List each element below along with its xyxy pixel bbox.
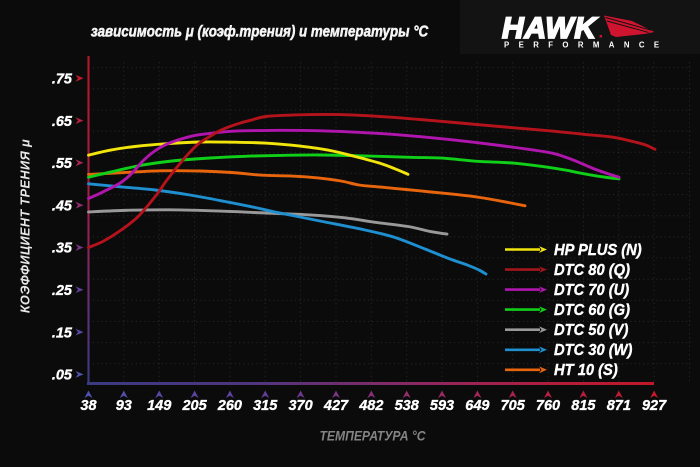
svg-text:.45: .45 — [52, 198, 73, 214]
svg-text:PERFORMANCE: PERFORMANCE — [504, 41, 668, 50]
svg-text:.25: .25 — [52, 283, 73, 299]
svg-text:.55: .55 — [52, 156, 73, 172]
svg-text:.75: .75 — [52, 72, 73, 88]
svg-text:93: 93 — [116, 398, 132, 414]
svg-text:.35: .35 — [52, 241, 73, 257]
svg-text:927: 927 — [642, 398, 667, 414]
svg-text:482: 482 — [358, 398, 383, 414]
svg-text:.65: .65 — [52, 114, 73, 130]
svg-text:DTC 50 (V): DTC 50 (V) — [554, 321, 628, 339]
svg-text:370: 370 — [288, 398, 312, 414]
svg-text:DTC 70 (U): DTC 70 (U) — [554, 281, 629, 299]
svg-text:DTC 80 (Q): DTC 80 (Q) — [554, 261, 630, 279]
svg-text:HAWK: HAWK — [502, 12, 598, 45]
svg-text:.15: .15 — [52, 325, 73, 341]
svg-text:815: 815 — [571, 398, 596, 414]
svg-text:HP PLUS (N): HP PLUS (N) — [554, 241, 642, 259]
svg-text:593: 593 — [430, 398, 454, 414]
svg-text:DTC 30 (W): DTC 30 (W) — [554, 342, 632, 360]
svg-text:871: 871 — [607, 398, 631, 414]
svg-text:427: 427 — [323, 398, 349, 414]
svg-text:DTC 60 (G): DTC 60 (G) — [554, 301, 630, 319]
svg-text:315: 315 — [253, 398, 278, 414]
svg-text:538: 538 — [395, 398, 420, 414]
svg-text:38: 38 — [80, 398, 97, 414]
svg-text:760: 760 — [536, 398, 560, 414]
svg-text:зависимость μ (коэф.трения) и: зависимость μ (коэф.трения) и температур… — [91, 23, 429, 40]
svg-text:.05: .05 — [52, 368, 73, 384]
svg-text:HT 10 (S): HT 10 (S) — [554, 362, 618, 380]
svg-text:705: 705 — [501, 398, 526, 414]
svg-text:КОЭФФИЦИЕНТ ТРЕНИЯ μ: КОЭФФИЦИЕНТ ТРЕНИЯ μ — [19, 139, 33, 313]
svg-text:ТЕМПЕРАТУРА °C: ТЕМПЕРАТУРА °C — [319, 428, 426, 444]
svg-text:149: 149 — [147, 398, 171, 414]
svg-text:649: 649 — [465, 398, 489, 414]
svg-text:260: 260 — [217, 398, 242, 414]
svg-text:205: 205 — [181, 398, 207, 414]
